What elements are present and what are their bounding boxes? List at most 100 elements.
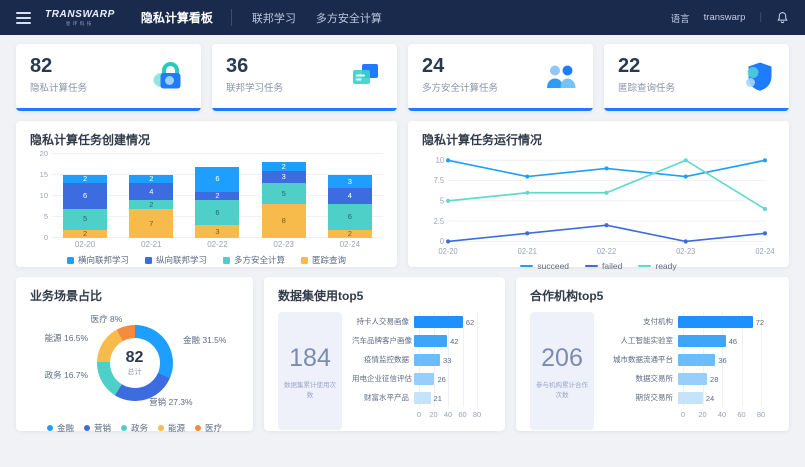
slice-label: 医疗 8% (90, 314, 123, 325)
legend-item[interactable]: failed (585, 261, 622, 271)
hbar-category-label: 用电企业征信评估 (352, 374, 412, 383)
hbar-row[interactable]: 疫情监控数据 33 (352, 350, 491, 369)
donut-center-label: 总计 (127, 368, 142, 376)
data-point (762, 231, 767, 236)
bar-segment-value: 6 (83, 191, 88, 201)
data-point (525, 190, 530, 195)
shield-icon (746, 62, 772, 91)
hbar-category-label: 财富水平产品 (364, 393, 409, 402)
legend-item[interactable]: 能源 (158, 422, 185, 434)
hbar-row[interactable]: 用电企业征信评估 26 (352, 369, 491, 388)
dataset-hbar-chart: 持卡人交易画像 62 汽车品牌客户画像 42 疫情监控数据 33 用电企业征信评估 26 财富水… (352, 312, 491, 430)
bar-segment-value: 2 (347, 229, 352, 238)
hbar-track: 26 (414, 372, 477, 385)
hbar-track: 62 (414, 315, 477, 328)
panel-dataset-top5: 数据集使用top5 184 数据集累计使用次数 持卡人交易画像 62 汽车品牌客户画… (264, 277, 505, 431)
data-point (446, 239, 451, 244)
gridline (462, 312, 464, 407)
legend-item[interactable]: 多方安全计算 (223, 254, 285, 266)
legend-item[interactable]: 营销 (83, 422, 111, 434)
hbar-row[interactable]: 城市数据流通平台 36 (604, 350, 775, 369)
data-point (525, 174, 530, 179)
data-point (446, 158, 451, 163)
hbar-value-label: 36 (718, 355, 727, 365)
bar-segment-value: 2 (215, 191, 220, 201)
bar-column[interactable]: 2 5 6 2 (63, 154, 108, 238)
username[interactable]: transwarp (703, 12, 746, 23)
nav-item-federated-learning[interactable]: 联邦学习 (251, 12, 296, 25)
bar-segment: 6 (63, 183, 108, 209)
legend-item[interactable]: 横向联邦学习 (66, 254, 129, 266)
hbar-bar (678, 315, 753, 328)
hbar-bar (678, 334, 726, 347)
legend-item[interactable]: succeed (520, 261, 569, 271)
kpi-card-federated-tasks[interactable]: 36 联邦学习任务 (212, 44, 397, 111)
gridline (761, 312, 762, 407)
hbar-row[interactable]: 人工智能实验室 46 (604, 331, 775, 350)
donut-chart[interactable]: 82 总计 (96, 325, 173, 401)
data-point (525, 231, 530, 236)
hbar-row[interactable]: 汽车品牌客户画像 42 (352, 331, 491, 350)
hbar-row[interactable]: 期货交易所 24 (604, 388, 775, 407)
language-switch[interactable]: 语言 (670, 13, 690, 25)
legend-item[interactable]: 医疗 (195, 422, 222, 434)
hbar-rows: 支付机构 72 人工智能实验室 46 城市数据流通平台 36 数据交易所 28 期货交易所 24 (604, 312, 775, 407)
legend-item[interactable]: 纵向联邦学习 (144, 254, 207, 266)
hbar-row[interactable]: 持卡人交易画像 62 (352, 312, 491, 331)
data-point (762, 158, 767, 163)
hbar-category-label: 持卡人交易画像 (356, 317, 410, 326)
bar-column[interactable]: 2 6 4 3 (327, 154, 372, 238)
legend-item[interactable]: 金融 (46, 422, 74, 434)
brand-logo[interactable]: TRANSWARP 星环科技 (45, 9, 115, 27)
nav-item-mpc[interactable]: 多方安全计算 (315, 12, 382, 25)
hbar-bar (678, 353, 716, 366)
bar-segment-value: 4 (149, 187, 154, 197)
hamburger-menu-icon[interactable] (16, 9, 31, 27)
legend-label: ready (655, 261, 677, 271)
kpi-label: 隐私计算任务 (30, 83, 88, 94)
x-axis-tick-label: 40 (443, 410, 453, 419)
bar-segment: 2 (261, 162, 306, 171)
notification-bell-icon[interactable] (776, 11, 789, 24)
svg-text:10: 10 (436, 156, 444, 165)
donut-area: 82 总计 金融 31.5% 营销 27.3% 政务 16.7% 能源 16.5% 医疗 8… (30, 312, 239, 414)
bar-column[interactable]: 7 2 4 2 (129, 154, 174, 238)
bar-column[interactable]: 3 6 2 6 (195, 154, 240, 238)
nav-item-privacy-dashboard[interactable]: 隐私计算看板 (141, 9, 232, 26)
hbar-row[interactable]: 数据交易所 28 (604, 369, 775, 388)
kpi-label: 联邦学习任务 (226, 83, 284, 94)
hbar-category-label: 人工智能实验室 (620, 336, 674, 345)
line-chart-svg: 0 2.5 5 7.5 10 02-20 02-21 02-22 02-23 02-24 (434, 156, 775, 256)
legend-label: failed (602, 261, 623, 271)
bar-segment-value: 6 (347, 212, 352, 222)
bar-plot-area: 0 5 10 15 20 2 5 6 2 7 2 4 2 3 6 2 6 8 5 3 2 2 6 4 3 (40, 149, 383, 242)
hbar-row[interactable]: 财富水平产品 21 (352, 388, 491, 407)
kpi-card-anonymous-query-tasks[interactable]: 22 匿踪查询任务 (604, 44, 789, 111)
kpi-value: 22 (618, 55, 641, 77)
data-point (446, 198, 451, 203)
data-point (683, 239, 688, 244)
legend-item[interactable]: ready (638, 261, 677, 271)
x-axis-tick-label: 02-21 (141, 240, 162, 249)
data-point (604, 166, 609, 171)
hbar-bar (678, 372, 708, 385)
svg-text:5: 5 (440, 196, 444, 205)
legend-item[interactable]: 匿踪查询 (301, 254, 346, 266)
svg-text:02-21: 02-21 (518, 247, 537, 256)
dataset-total-value: 184 (289, 343, 331, 372)
legend-marker (520, 264, 534, 268)
data-point (604, 190, 609, 195)
bar-segment-value: 2 (149, 175, 154, 184)
hbar-track: 72 (678, 315, 764, 328)
hbar-row[interactable]: 支付机构 72 (604, 312, 775, 331)
hbar-value-label: 26 (437, 374, 446, 384)
kpi-card-privacy-tasks[interactable]: 82 隐私计算任务 (16, 44, 201, 111)
kpi-card-mpc-tasks[interactable]: 24 多方安全计算任务 (408, 44, 593, 111)
x-axis-tick-label: 02-20 (74, 240, 96, 249)
dataset-total-label: 数据集累计使用次数 (284, 381, 336, 399)
bar-segment-value: 7 (149, 218, 154, 228)
header-divider: | (759, 12, 762, 23)
bar-segment: 8 (261, 204, 306, 238)
legend-item[interactable]: 政务 (120, 422, 148, 434)
